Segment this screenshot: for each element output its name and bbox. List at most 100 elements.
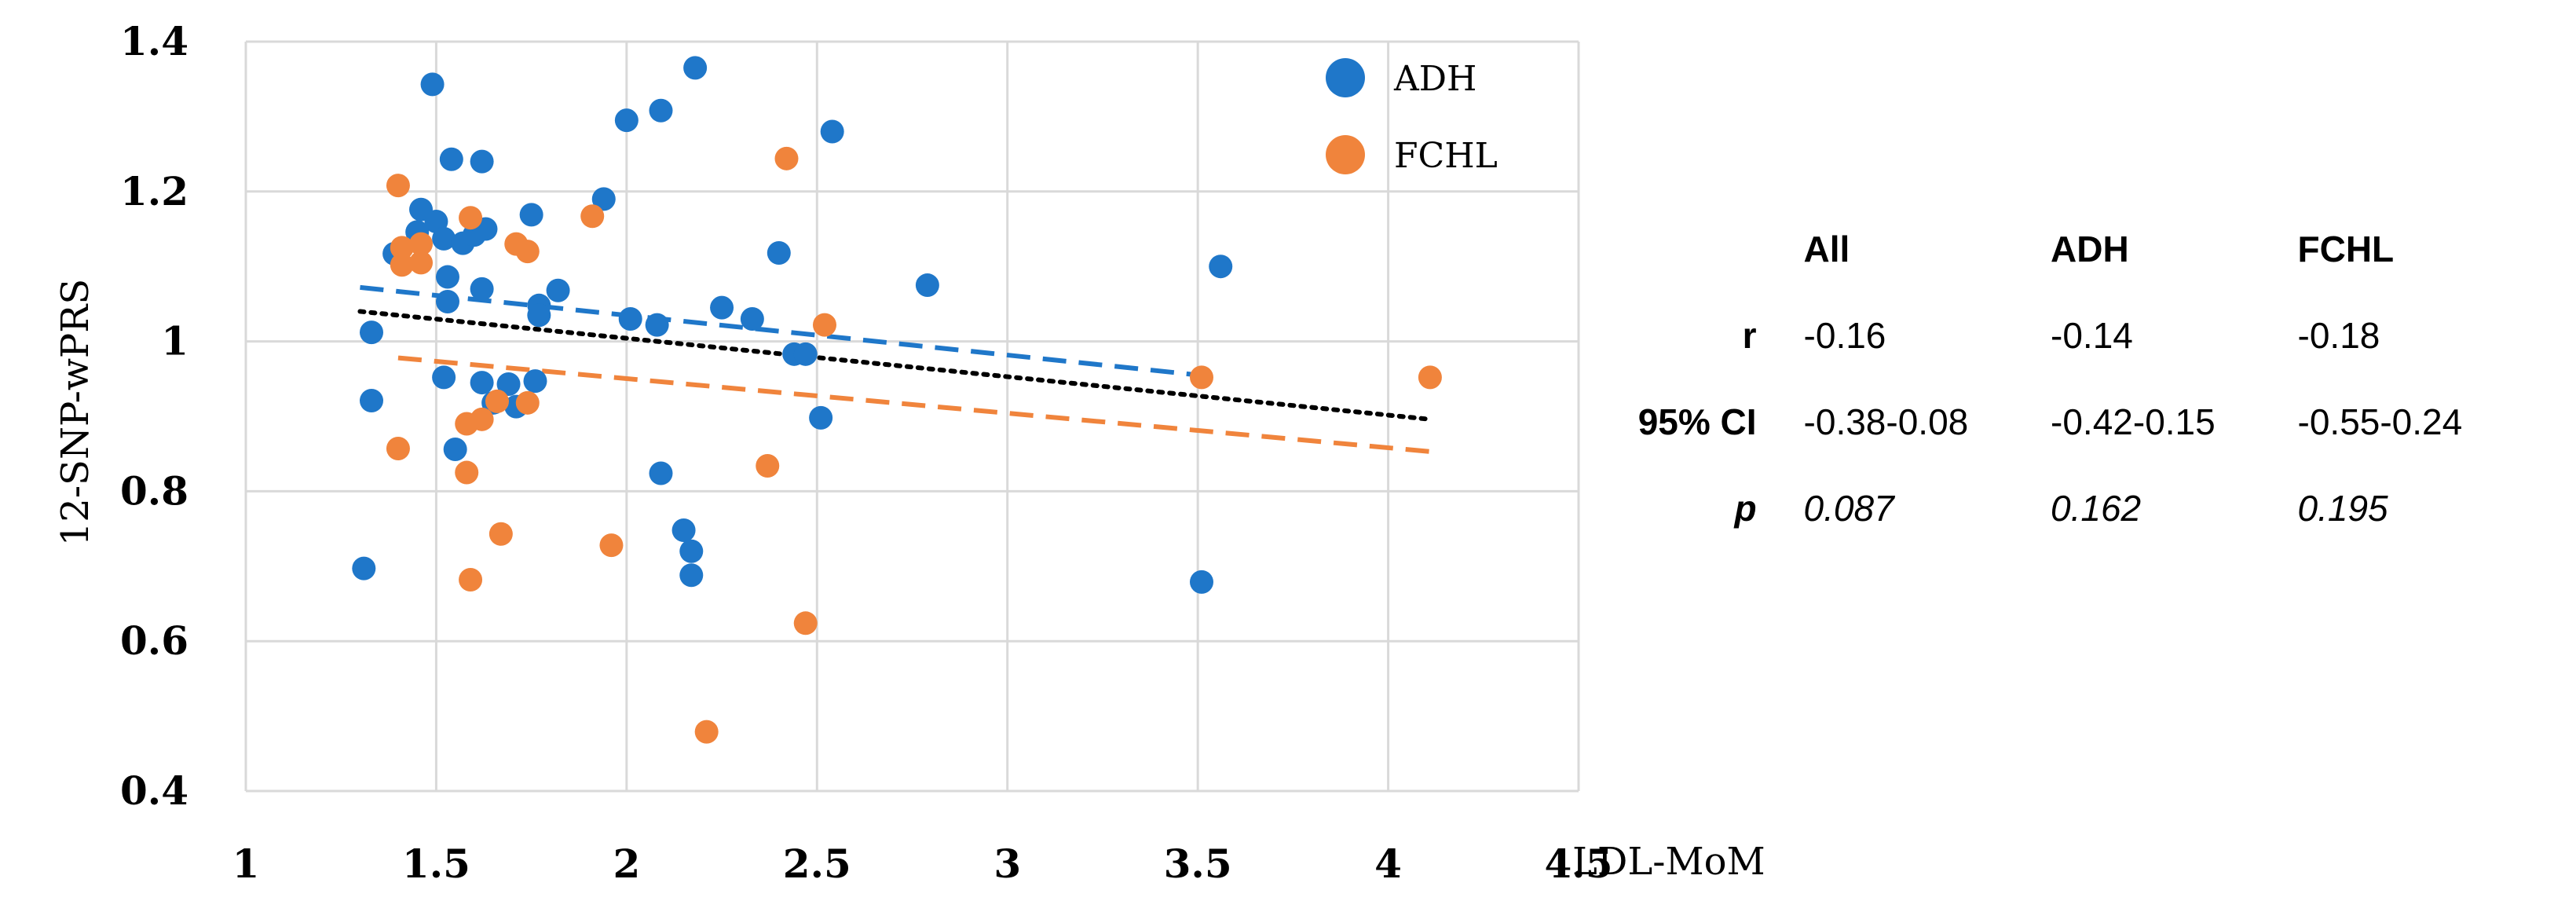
point-adh [470,371,494,395]
point-fchl [774,146,799,170]
point-adh [432,226,456,251]
y-tick-label: 1.2 [120,168,188,214]
stats-header-fchl: FCHL [2297,229,2395,269]
point-adh [671,518,696,543]
point-adh [435,265,459,289]
point-fchl [390,236,414,260]
y-tick-label: 0.8 [120,467,188,514]
stats-cell: -0.14 [2051,315,2133,356]
trendline-fchl [397,355,1431,454]
statistics-table: All ADH FCHL r -0.16 -0.14 -0.18 95% CI … [1602,206,2545,551]
x-tick-label: 1 [232,841,260,887]
legend-marker-adh [1326,58,1365,97]
point-fchl [390,253,414,277]
point-adh [793,342,818,366]
trendlines [357,284,1433,454]
point-adh [546,278,570,302]
stats-cell: -0.42-0.15 [2051,401,2216,442]
point-fchl [1418,365,1442,390]
y-tick-label: 0.6 [120,617,188,664]
point-adh [523,369,547,394]
point-adh [435,290,459,314]
point-adh [420,72,445,97]
point-adh [683,56,708,80]
x-tick-label: 1.5 [402,841,470,887]
x-tick-label: 4 [1374,841,1402,887]
point-fchl [580,204,605,229]
point-fchl [409,251,434,275]
point-adh [470,277,494,301]
point-fchl [485,389,510,413]
point-adh [432,365,456,390]
stats-cell: -0.55-0.24 [2297,401,2463,442]
legend: ADH FCHL [1326,58,1498,176]
x-tick-label: 2 [613,841,640,887]
point-adh [645,313,669,337]
legend-label-adh: ADH [1393,59,1476,99]
point-adh [649,98,673,123]
point-adh [710,295,734,320]
point-fchl [694,720,719,744]
y-axis-title: 12-SNP-wPRS [53,279,97,546]
point-fchl [756,453,780,478]
stats-header-all: All [1803,229,1850,269]
legend-label-fchl: FCHL [1394,136,1498,176]
point-adh [496,372,521,396]
stats-row-label: 95% CI [1637,401,1757,442]
point-fchl [515,390,540,415]
point-adh [527,303,551,328]
point-adh [519,203,543,227]
stats-cell: 0.162 [2051,488,2142,529]
x-tick-label: 2.5 [783,841,851,887]
point-fchl [812,313,836,337]
point-fchl [488,522,513,546]
trendline-all [357,309,1433,422]
point-fchl [459,567,483,592]
stats-header-row: All ADH FCHL [1602,206,2545,292]
point-fchl [455,460,479,485]
y-tick-label: 1.4 [120,18,188,64]
point-adh [1209,255,1233,279]
stats-cell: -0.18 [2297,315,2380,356]
point-fchl [515,240,540,264]
data-points [352,56,1442,744]
point-adh [820,119,844,144]
point-fchl [1189,365,1213,390]
point-adh [614,108,639,133]
point-adh [915,273,939,298]
point-adh [649,461,673,485]
point-adh [360,388,384,412]
x-tick-label: 4.5 [1545,841,1613,887]
point-fchl [459,206,483,230]
stats-header-adh: ADH [2051,229,2129,269]
point-adh [470,149,494,174]
point-adh [740,306,764,331]
point-adh [591,187,616,211]
legend-marker-fchl [1326,135,1365,174]
point-fchl [409,232,434,256]
point-fchl [599,533,624,558]
point-adh [439,147,463,171]
point-fchl [793,611,818,635]
tick-labels: 1 1.5 2 2.5 3 3.5 4 4.5 0.4 0.6 0.8 1 1.2 1.4 [120,18,1613,887]
grid [244,40,1580,793]
stats-row-ci: 95% CI -0.38-0.08 -0.42-0.15 -0.55-0.24 [1602,379,2545,465]
point-adh [352,556,376,581]
point-adh [679,563,704,588]
point-adh [809,405,833,430]
point-fchl [470,407,494,431]
point-fchl [386,174,410,198]
x-axis-title: LDL-MoM [1572,840,1766,884]
point-adh [679,539,704,563]
y-tick-label: 1 [161,318,188,364]
x-tick-label: 3.5 [1164,841,1232,887]
point-adh [360,320,384,345]
stats-row-r: r -0.16 -0.14 -0.18 [1602,292,2545,379]
stats-cell: -0.38-0.08 [1803,401,1969,442]
stats-cell: 0.087 [1803,488,1894,529]
stats-cell: -0.16 [1803,315,1886,356]
point-adh [1189,570,1213,594]
point-adh [618,306,642,331]
stats-row-label: r [1742,315,1757,356]
